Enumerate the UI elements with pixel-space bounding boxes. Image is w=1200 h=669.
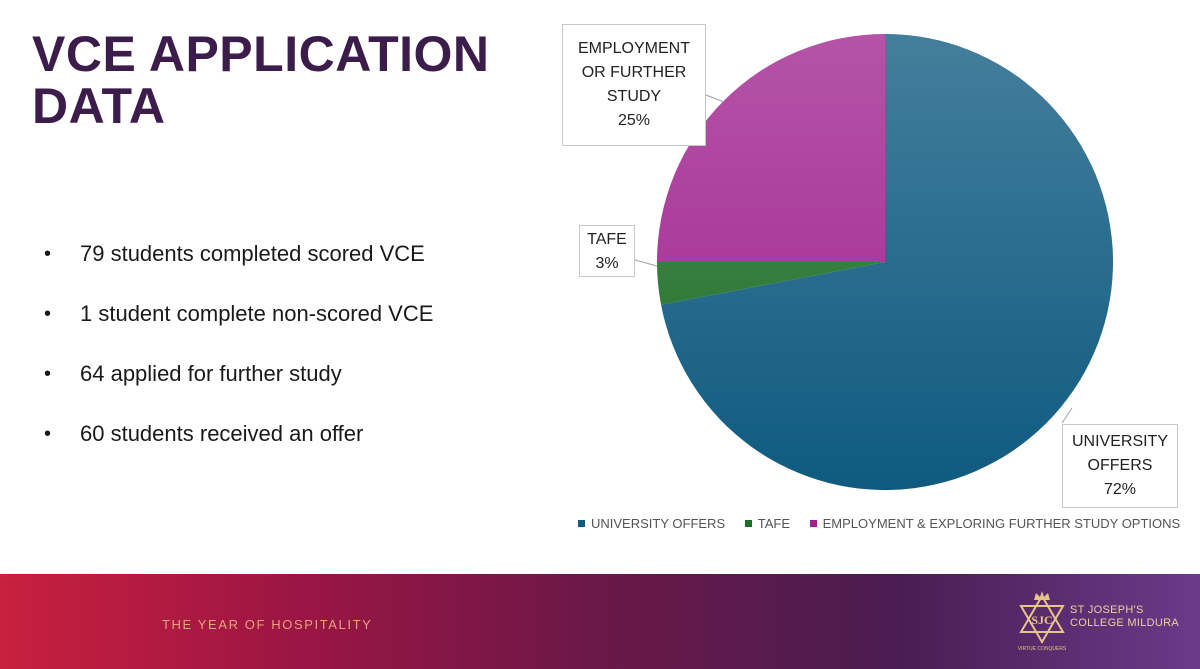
data-label-employment-line-2: OR FURTHER [581,64,687,81]
statistic-item: 64 applied for further study [44,352,433,412]
logo-monogram: SJC [1031,613,1052,627]
slide-title: VCE APPLICATION DATA [32,28,490,132]
statistics-list: 79 students completed scored VCE 1 stude… [44,232,433,472]
footer-tagline: THE YEAR OF HOSPITALITY [162,617,373,632]
data-label-employment-percent: 25% [617,112,651,129]
college-name: ST JOSEPH'S COLLEGE MILDURA [1070,604,1179,630]
leader-line-tafe [634,259,658,267]
college-name-line-1: ST JOSEPH'S [1070,604,1144,616]
footer-banner: THE YEAR OF HOSPITALITY SJC VIRTUE CONQU… [0,574,1200,669]
college-name-line-2: COLLEGE MILDURA [1070,617,1180,629]
statistic-item: 1 student complete non-scored VCE [44,292,433,352]
legend-label-tafe: TAFE [757,516,791,531]
leader-line-university [1061,407,1073,424]
slide-title-line-2: DATA [32,78,166,134]
data-label-tafe: TAFE 3% [579,225,635,277]
data-label-university-line-1: UNIVERSITY [1071,433,1168,450]
statistic-item: 79 students completed scored VCE [44,232,433,292]
data-label-tafe-percent: 3% [595,255,619,272]
data-label-employment: EMPLOYMENT OR FURTHER STUDY 25% [562,24,706,146]
legend-label-employment: EMPLOYMENT & EXPLORING FURTHER STUDY OPT… [822,516,1181,531]
data-label-employment-line-1: EMPLOYMENT [577,40,690,57]
data-label-university-line-2: OFFERS [1087,457,1153,474]
statistic-item: 60 students received an offer [44,412,433,472]
star-crown-emblem-icon: SJC VIRTUE CONQUERS [1018,591,1067,652]
data-label-university-percent: 72% [1103,481,1137,498]
legend-swatch-employment [809,520,817,528]
leader-line-employment [705,94,725,103]
slide-title-line-1: VCE APPLICATION [32,26,490,82]
legend-item-employment: EMPLOYMENT & EXPLORING FURTHER STUDY OPT… [809,516,1181,531]
legend-swatch-tafe [744,520,752,528]
chart-legend: UNIVERSITY OFFERS TAFE EMPLOYMENT & EXPL… [578,516,1180,531]
legend-item-university: UNIVERSITY OFFERS [578,516,725,531]
data-label-university: UNIVERSITY OFFERS 72% [1062,424,1178,508]
data-label-tafe-line-1: TAFE [587,231,627,248]
legend-item-tafe: TAFE [744,516,791,531]
logo-motto: VIRTUE CONQUERS [1018,646,1067,652]
data-label-employment-line-3: STUDY [606,88,662,105]
legend-label-university: UNIVERSITY OFFERS [591,516,726,531]
legend-swatch-university [578,520,585,528]
